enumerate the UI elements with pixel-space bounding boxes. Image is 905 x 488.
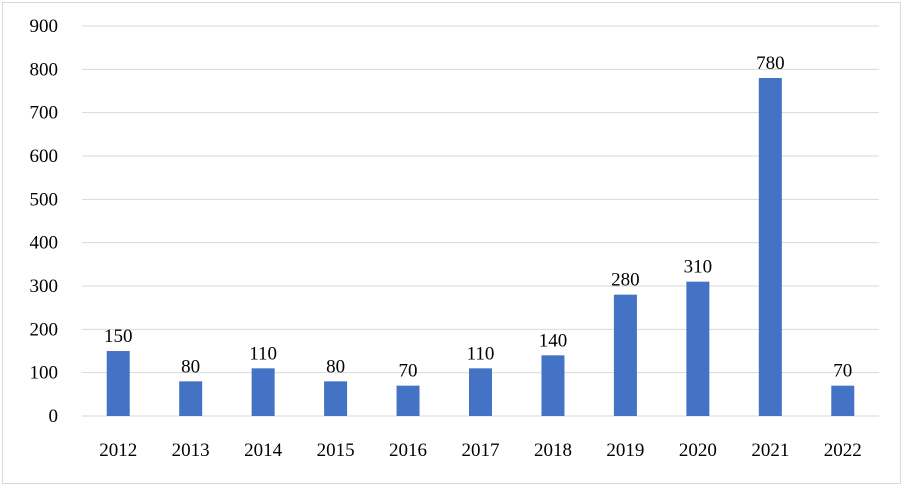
x-tick-label-2022: 2022 <box>824 440 862 461</box>
x-tick-label-2019: 2019 <box>606 440 644 461</box>
data-label-2018: 140 <box>539 330 568 351</box>
gridlines <box>82 25 879 417</box>
data-label-2019: 280 <box>611 270 640 291</box>
y-tick-label: 800 <box>30 59 59 80</box>
y-tick-label: 900 <box>30 16 59 37</box>
y-tick-label: 500 <box>30 189 59 210</box>
bar-2014 <box>251 368 275 416</box>
x-axis-ticks: 2012 2013 2014 2015 2016 2017 2018 2019 2020 2021… <box>99 440 862 461</box>
x-tick-label-2017: 2017 <box>462 440 500 461</box>
data-labels: 150 80 110 80 70 110 140 280 310 780 70 <box>104 53 852 382</box>
y-tick-label: 0 <box>49 406 59 427</box>
x-tick-label-2013: 2013 <box>172 440 210 461</box>
bar-2015 <box>324 381 348 416</box>
y-axis-ticks: 0 100 200 300 400 500 600 700 800 900 <box>30 16 59 427</box>
x-tick-label-2016: 2016 <box>389 440 427 461</box>
x-tick-label-2014: 2014 <box>244 440 283 461</box>
x-tick-label-2018: 2018 <box>534 440 572 461</box>
data-label-2022: 70 <box>833 361 852 382</box>
bar-2020 <box>686 281 710 416</box>
bar-2022 <box>831 385 855 416</box>
data-label-2013: 80 <box>181 356 200 377</box>
data-label-2020: 310 <box>684 257 713 278</box>
y-tick-label: 600 <box>30 146 59 167</box>
bar-2021 <box>758 78 782 416</box>
x-tick-label-2012: 2012 <box>99 440 137 461</box>
bars <box>106 78 855 416</box>
x-tick-label-2020: 2020 <box>679 440 717 461</box>
y-tick-label: 300 <box>30 276 59 297</box>
y-tick-label: 400 <box>30 233 59 254</box>
bar-2013 <box>179 381 203 416</box>
y-tick-label: 700 <box>30 103 59 124</box>
data-label-2016: 70 <box>399 361 418 382</box>
x-tick-label-2015: 2015 <box>317 440 355 461</box>
bar-2016 <box>396 385 420 416</box>
bar-2012 <box>106 351 130 416</box>
bar-2018 <box>541 355 565 416</box>
data-label-2017: 110 <box>467 343 495 364</box>
data-label-2014: 110 <box>249 343 277 364</box>
y-tick-label: 200 <box>30 319 59 340</box>
bar-2019 <box>613 294 637 416</box>
data-label-2015: 80 <box>326 356 345 377</box>
y-tick-label: 100 <box>30 363 59 384</box>
bar-2017 <box>469 368 492 416</box>
x-tick-label-2021: 2021 <box>751 440 789 461</box>
data-label-2021: 780 <box>756 53 785 74</box>
data-label-2012: 150 <box>104 326 133 347</box>
